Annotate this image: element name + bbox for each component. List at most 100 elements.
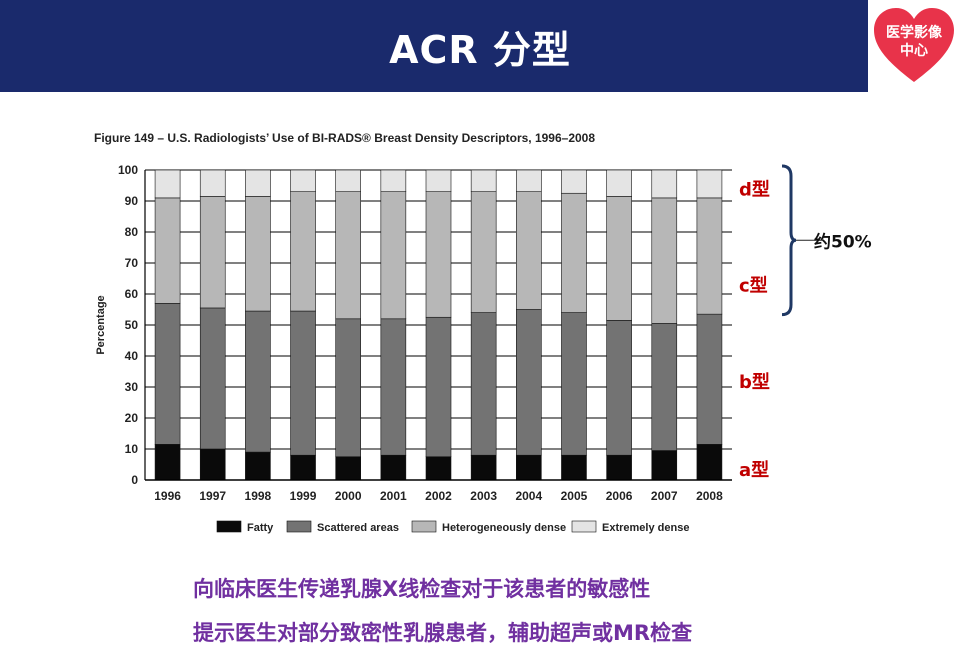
page-title: ACR 分型 <box>389 27 571 72</box>
x-tick-label: 2008 <box>696 489 723 503</box>
heart-icon <box>874 8 954 82</box>
bar-segment <box>245 169 271 197</box>
bar-segment <box>516 169 542 193</box>
density-type-label: a型 <box>739 459 769 481</box>
bar-segment <box>470 169 497 193</box>
bar-segment <box>470 312 497 456</box>
bar-segment <box>199 448 226 481</box>
bar-segment <box>651 197 678 324</box>
bar-segment <box>245 196 271 312</box>
y-tick-label: 60 <box>125 287 139 301</box>
bar-segment <box>425 169 452 193</box>
y-tick-label: 70 <box>125 256 139 270</box>
bar-segment <box>470 191 497 313</box>
density-type-label: c型 <box>739 275 768 297</box>
bar-segment <box>154 197 181 304</box>
footer-line-2: 提示医生对部分致密性乳腺患者，辅助超声或MR检查 <box>193 621 693 645</box>
bar-segment <box>199 307 226 450</box>
bar-segment <box>651 169 678 199</box>
bar-segment <box>425 316 452 458</box>
legend-label: Heterogeneously dense <box>442 522 566 534</box>
bar-segment <box>470 454 497 481</box>
x-tick-label: 2006 <box>606 489 633 503</box>
bar-segment <box>516 309 542 456</box>
bar-segment <box>696 444 723 481</box>
bar-segment <box>561 169 587 194</box>
bar-segment <box>199 196 226 309</box>
bar-segment <box>335 169 361 193</box>
density-chart: Figure 149 – U.S. Radiologists’ Use of B… <box>94 131 872 534</box>
y-tick-label: 80 <box>125 225 139 239</box>
bar-segment <box>154 169 181 199</box>
bar-segment <box>290 191 316 312</box>
bar-segment <box>245 310 271 453</box>
bar-segment <box>380 191 407 320</box>
density-type-label: b型 <box>739 371 770 393</box>
bar-segment <box>380 454 407 481</box>
y-tick-label: 10 <box>125 442 139 456</box>
bar-segment <box>561 192 587 313</box>
x-tick-label: 2007 <box>651 489 678 503</box>
bar-segment <box>425 456 452 481</box>
x-tick-label: 2000 <box>335 489 362 503</box>
logo: 医学影像 中心 <box>868 0 960 92</box>
bar-segment <box>696 197 723 315</box>
bar-segment <box>335 191 361 320</box>
chart-title: Figure 149 – U.S. Radiologists’ Use of B… <box>94 131 595 145</box>
x-tick-label: 2004 <box>515 489 542 503</box>
bar-segment <box>290 454 316 481</box>
y-tick-label: 30 <box>125 380 139 394</box>
bar-segment <box>606 169 632 197</box>
bar-segment <box>154 444 181 481</box>
bar-segment <box>696 169 723 199</box>
bar-segment <box>606 454 632 481</box>
x-tick-label: 1998 <box>245 489 272 503</box>
footer-line-1: 向临床医生传递乳腺X线检查对于该患者的敏感性 <box>193 577 651 601</box>
bar-segment <box>425 191 452 318</box>
y-tick-label: 50 <box>125 318 139 332</box>
x-tick-label: 1999 <box>290 489 317 503</box>
density-type-label: d型 <box>739 179 770 201</box>
y-tick-label: 90 <box>125 194 139 208</box>
x-tick-label: 1997 <box>199 489 226 503</box>
y-axis-label: Percentage <box>95 295 107 354</box>
bar-segment <box>606 320 632 456</box>
bar-segment <box>335 318 361 458</box>
bar-segment <box>516 191 542 310</box>
bar-segment <box>335 456 361 481</box>
legend-swatch <box>571 520 597 533</box>
bar-segment <box>245 451 271 481</box>
y-tick-label: 20 <box>125 411 139 425</box>
brace-shape <box>781 164 797 317</box>
bar-segment <box>561 312 587 456</box>
x-tick-label: 2003 <box>470 489 497 503</box>
bar-segment <box>154 302 181 445</box>
legend-swatch <box>286 520 312 533</box>
header-bar <box>0 0 868 92</box>
y-tick-label: 0 <box>131 473 138 487</box>
bar-segment <box>380 318 407 456</box>
x-tick-label: 2001 <box>380 489 407 503</box>
logo-text-line2: 中心 <box>900 43 928 59</box>
bar-segment <box>651 450 678 481</box>
bar-segment <box>516 454 542 481</box>
bar-segment <box>651 323 678 451</box>
y-tick-label: 100 <box>118 163 138 177</box>
x-tick-label: 2005 <box>561 489 588 503</box>
bar-segment <box>290 169 316 193</box>
legend-swatch <box>216 520 242 533</box>
logo-text-line1: 医学影像 <box>886 25 942 41</box>
x-tick-label: 1996 <box>154 489 181 503</box>
legend-label: Extremely dense <box>602 522 689 534</box>
bar-segment <box>561 454 587 481</box>
bar-segment <box>290 310 316 456</box>
legend-label: Scattered areas <box>317 522 399 534</box>
y-tick-label: 40 <box>125 349 139 363</box>
x-tick-label: 2002 <box>425 489 452 503</box>
brace-label: 约50% <box>814 231 872 252</box>
legend-label: Fatty <box>247 522 274 534</box>
bar-segment <box>199 169 226 197</box>
bar-segment <box>696 313 723 445</box>
bar-segment <box>606 196 632 321</box>
legend-swatch <box>411 520 437 533</box>
